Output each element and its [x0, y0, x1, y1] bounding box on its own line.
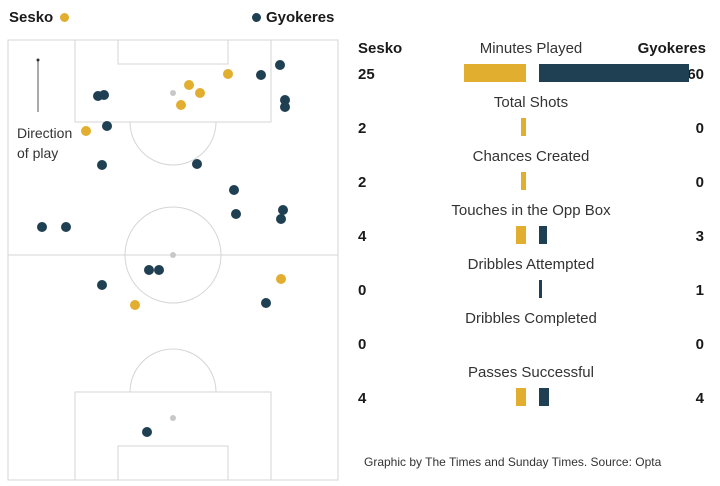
- gyokeres-bar: [539, 280, 542, 298]
- stat-title: Dribbles Completed: [465, 310, 597, 327]
- gyokeres-touch-point: [142, 427, 152, 437]
- sesko-bar: [463, 64, 526, 82]
- legend-gyokeres: Gyokeres: [252, 9, 334, 26]
- sesko-value: 2: [358, 174, 367, 191]
- sesko-value: 4: [358, 390, 367, 407]
- stat-row: Dribbles Attempted 0 1: [356, 256, 716, 310]
- gyokeres-touch-point: [278, 205, 288, 215]
- credit-line: Graphic by The Times and Sunday Times. S…: [364, 455, 662, 469]
- gyokeres-touch-point: [97, 160, 107, 170]
- gyokeres-value: 0: [695, 174, 704, 191]
- stat-title: Total Shots: [493, 94, 569, 111]
- touch-points: [37, 60, 290, 437]
- sesko-bar: [521, 118, 526, 136]
- bottom-six-yard-box: [117, 445, 229, 481]
- gyokeres-touch-point: [256, 70, 266, 80]
- direction-label-line2: of play: [17, 145, 59, 161]
- stats-header-right: Gyokeres: [637, 40, 706, 57]
- gyokeres-touch-point: [280, 95, 290, 105]
- gyokeres-value: 0: [695, 120, 704, 137]
- top-penalty-spot: [170, 90, 176, 96]
- sesko-value: 2: [358, 120, 367, 137]
- stat-row: Chances Created 2 0: [356, 148, 716, 202]
- sesko-value: 4: [358, 228, 367, 245]
- gyokeres-touch-point: [192, 159, 202, 169]
- gyokeres-value: 1: [695, 282, 704, 299]
- watermark: www.365jz.com: [618, 463, 714, 478]
- sesko-touch-point: [176, 100, 186, 110]
- sesko-touch-point: [184, 80, 194, 90]
- stat-title: Dribbles Attempted: [467, 256, 595, 273]
- sesko-touch-point: [195, 88, 205, 98]
- gyokeres-touch-point: [154, 265, 164, 275]
- gyokeres-touch-point: [61, 222, 71, 232]
- top-penalty-arc: [129, 121, 217, 166]
- center-circle: [124, 206, 222, 304]
- stat-title: Chances Created: [472, 148, 590, 165]
- sesko-value: 25: [358, 66, 375, 83]
- legend-gyokeres-dot: [252, 13, 261, 22]
- legend-sesko-dot: [60, 13, 70, 22]
- pitch-markings: [7, 39, 339, 481]
- top-penalty-box: [74, 39, 272, 123]
- gyokeres-touch-point: [37, 222, 47, 232]
- gyokeres-bar: [539, 64, 689, 82]
- gyokeres-touch-point: [275, 60, 285, 70]
- sesko-touch-point: [276, 274, 286, 284]
- stat-title: Minutes Played: [479, 40, 583, 57]
- sesko-bar: [516, 388, 526, 406]
- gyokeres-value: 60: [687, 66, 704, 83]
- bottom-penalty-arc: [129, 348, 217, 393]
- sesko-touch-point: [81, 126, 91, 136]
- center-spot: [170, 252, 176, 258]
- sesko-value: 0: [358, 282, 367, 299]
- sesko-value: 0: [358, 336, 367, 353]
- direction-label-line1: Direction: [17, 125, 73, 141]
- gyokeres-touch-point: [229, 185, 239, 195]
- legend-gyokeres-label: Gyokeres: [266, 9, 335, 26]
- sesko-bar: [521, 172, 526, 190]
- bottom-penalty-box: [74, 391, 272, 481]
- stat-row: Touches in the Opp Box 4 3: [356, 202, 716, 256]
- sesko-bar: [516, 226, 526, 244]
- stat-row: Total Shots 2 0: [356, 94, 716, 148]
- top-six-yard-box: [117, 39, 229, 65]
- gyokeres-touch-point: [231, 209, 241, 219]
- stat-row: Minutes Played 25 60: [356, 40, 716, 94]
- gyokeres-touch-point: [261, 298, 271, 308]
- gyokeres-touch-point: [280, 102, 290, 112]
- sesko-touch-point: [130, 300, 140, 310]
- gyokeres-touch-point: [144, 265, 154, 275]
- gyokeres-value: 4: [695, 390, 704, 407]
- gyokeres-touch-point: [97, 280, 107, 290]
- pitch-map: [7, 39, 339, 481]
- legend-sesko-label: Sesko: [9, 9, 54, 26]
- gyokeres-bar: [539, 226, 547, 244]
- gyokeres-bar: [539, 388, 549, 406]
- bottom-penalty-spot: [170, 415, 176, 421]
- direction-arrow-tip: [36, 58, 40, 62]
- stat-title: Passes Successful: [468, 364, 594, 381]
- stats-header-left: Sesko: [358, 40, 403, 57]
- gyokeres-value: 3: [695, 228, 704, 245]
- gyokeres-touch-point: [99, 90, 109, 100]
- gyokeres-touch-point: [276, 214, 286, 224]
- stat-title: Touches in the Opp Box: [451, 202, 611, 219]
- stat-row: Dribbles Completed 0 0: [356, 310, 716, 364]
- sesko-touch-point: [223, 69, 233, 79]
- gyokeres-touch-point: [102, 121, 112, 131]
- stat-row: Passes Successful 4 4: [356, 364, 716, 418]
- gyokeres-value: 0: [695, 336, 704, 353]
- legend-sesko: Sesko: [9, 9, 70, 26]
